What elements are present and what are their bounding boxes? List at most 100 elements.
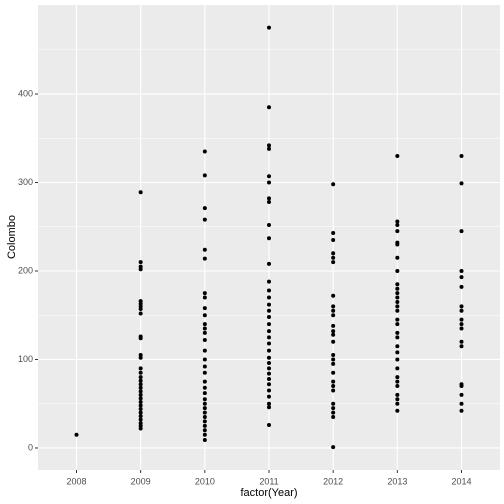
point bbox=[395, 299, 400, 304]
point bbox=[267, 288, 271, 293]
x-tick-label: 2010 bbox=[195, 476, 215, 486]
y-axis-title: Colombo bbox=[6, 215, 18, 259]
point bbox=[202, 295, 207, 300]
point bbox=[138, 378, 143, 383]
point bbox=[267, 361, 271, 366]
point bbox=[202, 410, 207, 415]
point bbox=[459, 384, 464, 389]
point bbox=[202, 438, 207, 443]
point bbox=[267, 279, 271, 284]
point bbox=[202, 330, 207, 335]
point bbox=[267, 335, 271, 340]
point bbox=[267, 146, 271, 151]
point bbox=[138, 370, 143, 375]
point bbox=[459, 339, 464, 344]
point bbox=[459, 317, 464, 322]
y-tick-label: 300 bbox=[18, 177, 33, 187]
point bbox=[267, 348, 271, 353]
point bbox=[138, 260, 143, 265]
point bbox=[395, 401, 400, 406]
point bbox=[202, 313, 207, 318]
point bbox=[459, 326, 464, 331]
point bbox=[267, 143, 271, 148]
point bbox=[331, 388, 336, 393]
point bbox=[202, 379, 207, 384]
point bbox=[267, 236, 271, 241]
point bbox=[395, 219, 400, 224]
x-tick-label: 2011 bbox=[259, 476, 278, 486]
point bbox=[459, 344, 464, 349]
x-tick-label: 2008 bbox=[66, 476, 86, 486]
point bbox=[395, 384, 400, 389]
point bbox=[395, 335, 400, 340]
point bbox=[395, 229, 400, 234]
point bbox=[331, 313, 336, 318]
point bbox=[395, 317, 400, 322]
point bbox=[202, 306, 207, 311]
point bbox=[202, 322, 207, 327]
point bbox=[331, 370, 336, 375]
point bbox=[267, 329, 271, 334]
point bbox=[138, 375, 143, 380]
point bbox=[138, 396, 143, 401]
point bbox=[395, 397, 400, 402]
point bbox=[267, 366, 271, 371]
point bbox=[202, 428, 207, 433]
point bbox=[138, 307, 143, 312]
point bbox=[202, 338, 207, 343]
point bbox=[202, 423, 207, 428]
point bbox=[202, 348, 207, 353]
point bbox=[267, 355, 271, 360]
point bbox=[138, 311, 143, 316]
point bbox=[267, 295, 271, 300]
point bbox=[395, 242, 400, 247]
point bbox=[459, 153, 464, 158]
point bbox=[331, 293, 336, 298]
point bbox=[395, 379, 400, 384]
point bbox=[331, 357, 336, 362]
point bbox=[459, 304, 464, 309]
point bbox=[331, 406, 336, 411]
point bbox=[331, 332, 336, 337]
point bbox=[202, 173, 207, 178]
point bbox=[267, 341, 271, 346]
point bbox=[395, 308, 400, 313]
point bbox=[331, 384, 336, 389]
x-tick-label: 2014 bbox=[451, 476, 471, 486]
point bbox=[267, 105, 271, 110]
point bbox=[267, 174, 271, 179]
point bbox=[459, 308, 464, 313]
point bbox=[202, 391, 207, 396]
point bbox=[202, 370, 207, 375]
point bbox=[138, 190, 143, 195]
point bbox=[202, 432, 207, 437]
point bbox=[459, 268, 464, 273]
point bbox=[331, 323, 336, 328]
point bbox=[395, 408, 400, 413]
point bbox=[202, 385, 207, 390]
y-tick-label: 400 bbox=[18, 88, 33, 98]
point bbox=[395, 291, 400, 296]
point bbox=[138, 426, 143, 431]
point bbox=[395, 366, 400, 371]
point bbox=[395, 304, 400, 309]
point bbox=[267, 371, 271, 376]
point bbox=[395, 330, 400, 335]
point bbox=[202, 247, 207, 252]
point bbox=[267, 382, 271, 387]
point bbox=[331, 361, 336, 366]
point bbox=[267, 302, 271, 307]
point bbox=[138, 267, 143, 272]
point bbox=[138, 382, 143, 387]
point bbox=[331, 379, 336, 384]
point bbox=[331, 353, 336, 358]
point bbox=[138, 414, 143, 419]
point bbox=[331, 304, 336, 309]
point bbox=[267, 388, 271, 393]
point bbox=[202, 364, 207, 369]
point bbox=[331, 414, 336, 419]
point bbox=[138, 366, 143, 371]
point bbox=[395, 344, 400, 349]
point bbox=[395, 375, 400, 380]
point bbox=[138, 389, 143, 394]
